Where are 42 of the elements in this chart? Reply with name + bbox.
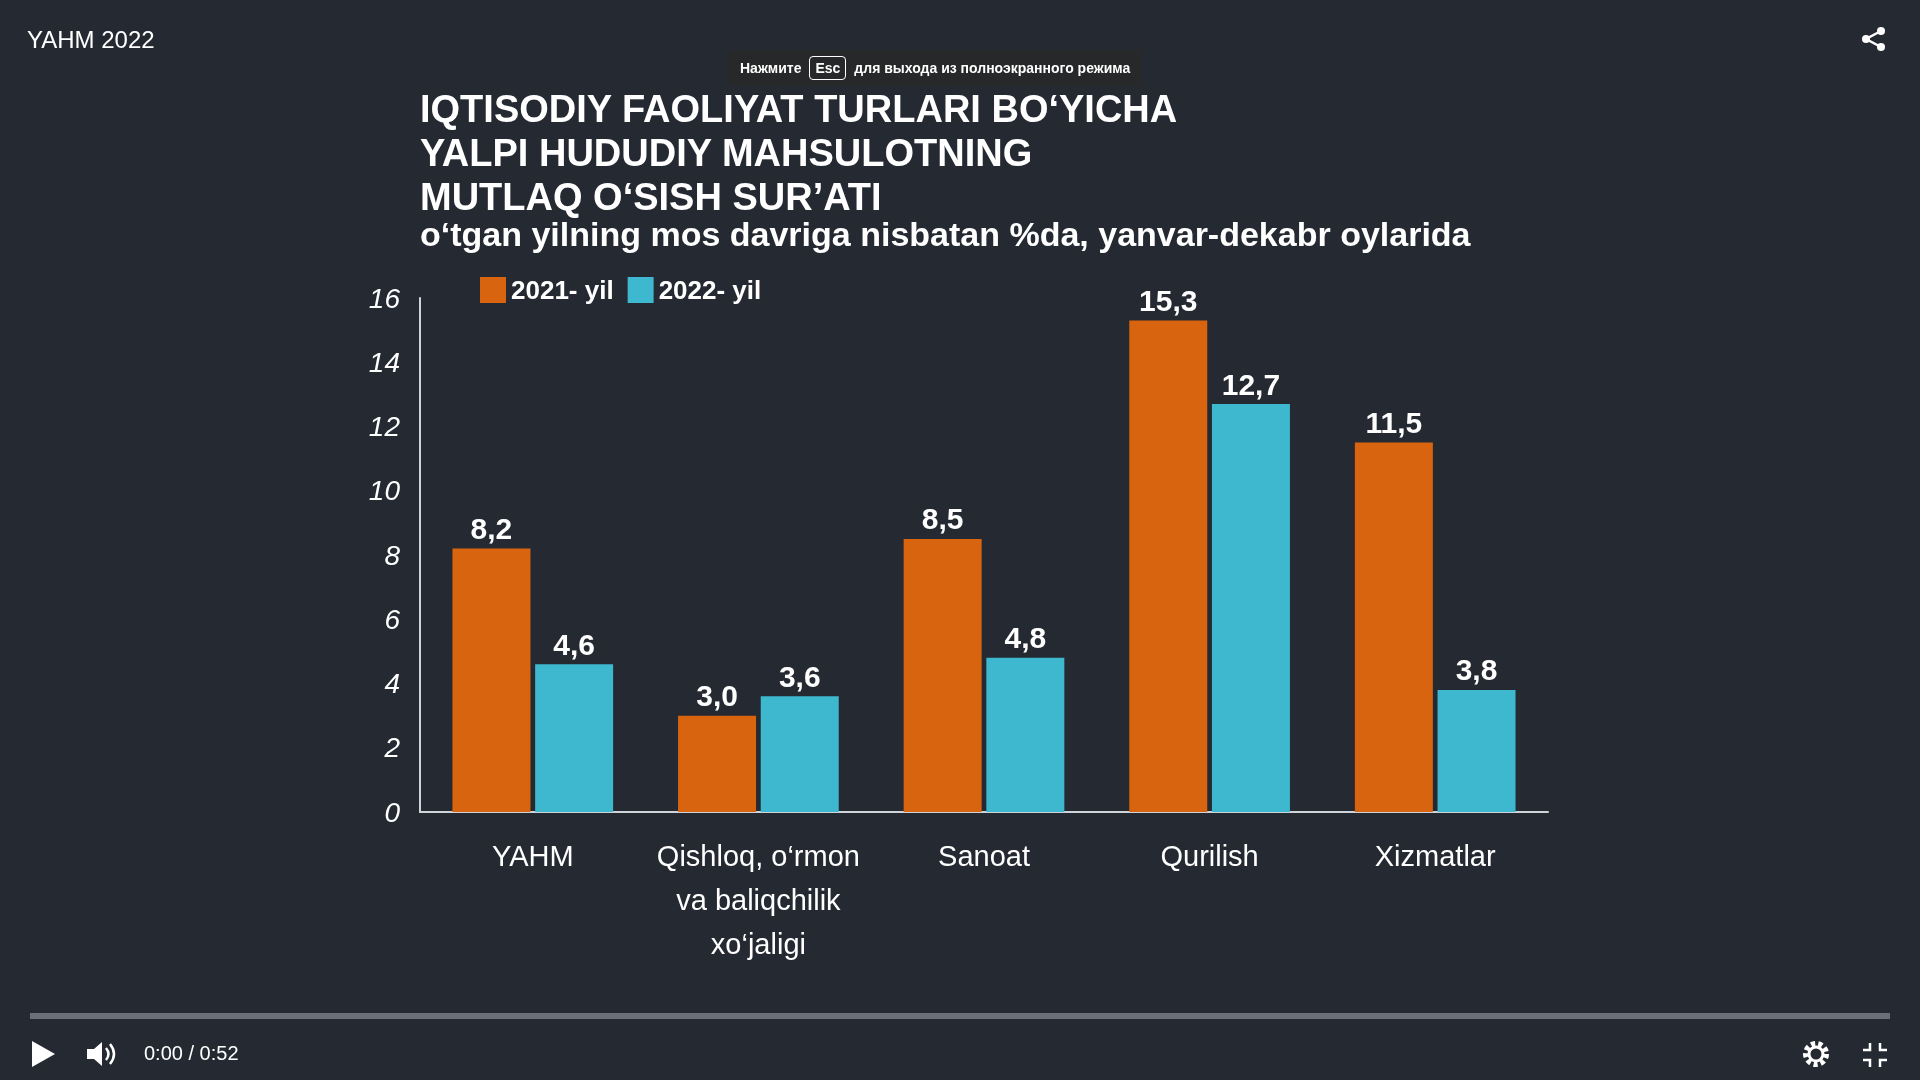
legend-label: 2022- yil xyxy=(658,275,762,305)
data-label: 4,8 xyxy=(1004,621,1047,655)
bar xyxy=(1129,320,1208,812)
x-tick-label: Qishloq, o‘rmon va baliqchilik xo‘jaligi xyxy=(656,840,860,960)
text: 0:00 / 0:52 xyxy=(144,1042,239,1065)
x-tick-label: Qurilish xyxy=(1160,840,1259,872)
y-tick-label: 6 xyxy=(384,603,401,635)
y-tick-label: 8 xyxy=(384,539,401,571)
y-tick-label: 4 xyxy=(384,668,400,699)
data-label: 8,2 xyxy=(470,512,513,546)
x-tick-label: YAHM xyxy=(491,840,574,872)
data-label: 3,8 xyxy=(1455,653,1498,687)
y-tick-label: 10 xyxy=(368,475,401,507)
data-label: 11,5 xyxy=(1365,406,1423,440)
y-tick-label: 0 xyxy=(384,796,401,828)
chart-title: IQTISODIY FAOLIYAT TURLARI BO‘YICHA YALPI HUDUDIY MAHSULOTNING MUTLAQ O‘SISH SUR’ATI xyxy=(420,88,1178,218)
text: Нажмите xyxy=(740,60,802,76)
data-label: 3,0 xyxy=(696,679,738,713)
x-tick-label: Sanoat xyxy=(938,840,1030,872)
bar xyxy=(678,715,757,812)
bar xyxy=(986,657,1065,812)
data-label: 12,7 xyxy=(1221,367,1281,401)
bar xyxy=(452,548,531,812)
bar xyxy=(760,696,839,812)
y-tick-label: 2 xyxy=(383,732,401,764)
text: Esc xyxy=(809,56,847,80)
bar xyxy=(535,664,614,812)
data-label: 3,6 xyxy=(778,659,821,693)
bar xyxy=(1437,689,1516,812)
text: для выхода из полноэкранного режима xyxy=(854,60,1131,76)
legend-label: 2021- yil xyxy=(511,275,614,305)
x-tick-label: Xizmatlar xyxy=(1374,840,1496,872)
y-tick-label: 14 xyxy=(368,346,400,378)
text: YAHM 2022 xyxy=(27,26,155,54)
bar xyxy=(903,538,982,812)
y-tick-label: 16 xyxy=(368,282,401,314)
bar xyxy=(1211,404,1290,812)
data-label: 15,3 xyxy=(1139,283,1198,317)
y-tick-label: 12 xyxy=(368,411,401,442)
data-label: 8,5 xyxy=(921,502,964,536)
data-label: 4,6 xyxy=(553,627,595,661)
bar xyxy=(1354,442,1433,812)
